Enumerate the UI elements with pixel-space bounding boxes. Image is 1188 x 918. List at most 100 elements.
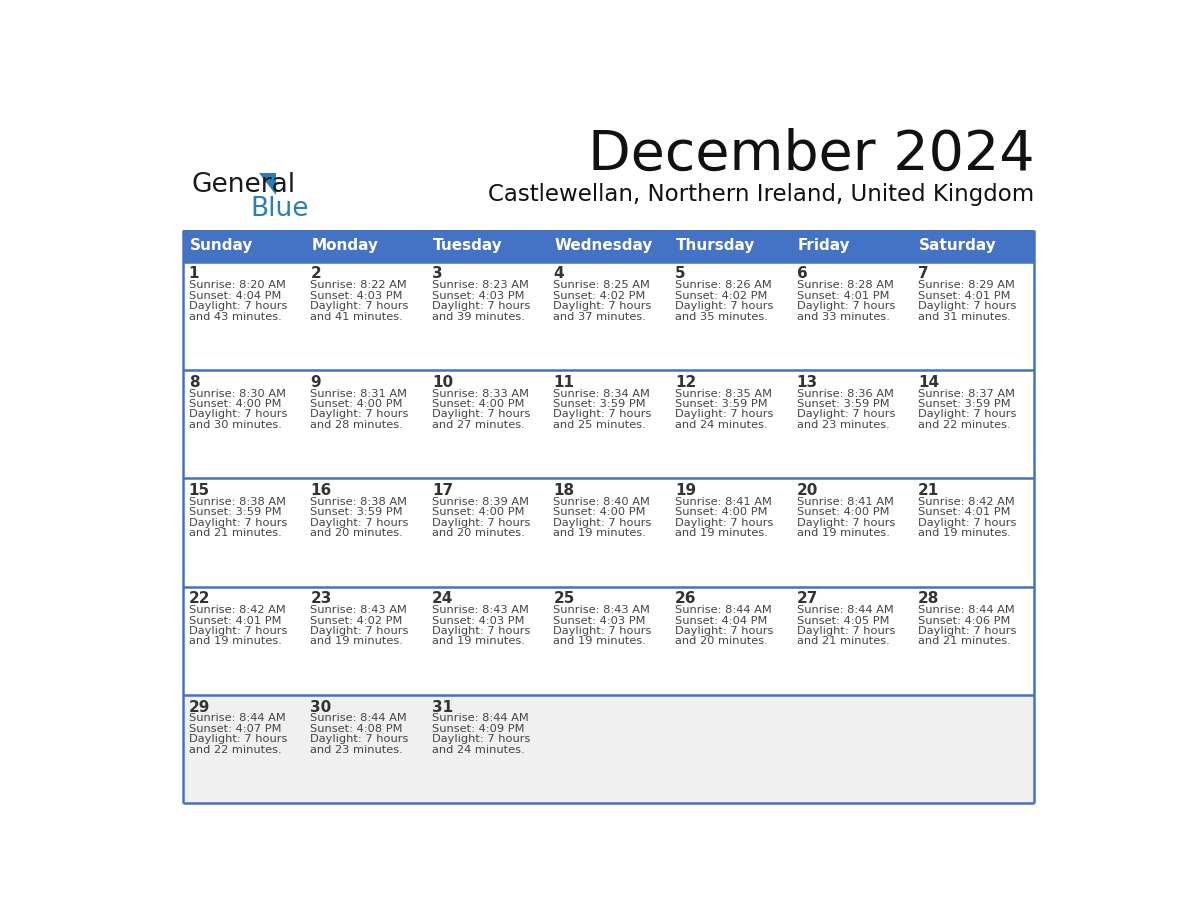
Text: and 21 minutes.: and 21 minutes. [189, 528, 282, 538]
Text: Daylight: 7 hours: Daylight: 7 hours [189, 409, 287, 420]
Text: Sunrise: 8:40 AM: Sunrise: 8:40 AM [554, 497, 650, 507]
Text: 30: 30 [310, 700, 331, 714]
Text: and 21 minutes.: and 21 minutes. [797, 636, 890, 646]
Text: Sunset: 4:07 PM: Sunset: 4:07 PM [189, 723, 282, 733]
Text: Sunset: 4:02 PM: Sunset: 4:02 PM [675, 291, 767, 301]
Text: Sunset: 3:59 PM: Sunset: 3:59 PM [675, 399, 767, 409]
Text: Sunset: 4:03 PM: Sunset: 4:03 PM [554, 615, 646, 625]
Text: 9: 9 [310, 375, 321, 390]
Text: Sunrise: 8:38 AM: Sunrise: 8:38 AM [310, 497, 407, 507]
Text: Sunrise: 8:34 AM: Sunrise: 8:34 AM [554, 388, 650, 398]
Text: and 33 minutes.: and 33 minutes. [797, 311, 890, 321]
Bar [183, 587, 1035, 695]
Text: Sunrise: 8:20 AM: Sunrise: 8:20 AM [189, 280, 285, 290]
Bar [305, 230, 426, 262]
Text: Daylight: 7 hours: Daylight: 7 hours [432, 301, 530, 311]
Text: Daylight: 7 hours: Daylight: 7 hours [310, 734, 409, 744]
Text: Daylight: 7 hours: Daylight: 7 hours [918, 409, 1017, 420]
Text: Sunset: 4:02 PM: Sunset: 4:02 PM [310, 615, 403, 625]
Text: Daylight: 7 hours: Daylight: 7 hours [797, 626, 895, 636]
Text: Sunrise: 8:39 AM: Sunrise: 8:39 AM [432, 497, 529, 507]
Text: and 30 minutes.: and 30 minutes. [189, 420, 282, 430]
Text: 12: 12 [675, 375, 696, 390]
Text: 31: 31 [432, 700, 453, 714]
Text: Daylight: 7 hours: Daylight: 7 hours [675, 626, 773, 636]
Polygon shape [259, 174, 277, 195]
Text: Daylight: 7 hours: Daylight: 7 hours [554, 409, 652, 420]
Text: Sunrise: 8:28 AM: Sunrise: 8:28 AM [797, 280, 893, 290]
Text: Blue: Blue [249, 196, 309, 222]
Text: Friday: Friday [797, 238, 851, 253]
Text: 6: 6 [797, 266, 808, 282]
Text: 13: 13 [797, 375, 817, 390]
Text: Daylight: 7 hours: Daylight: 7 hours [797, 301, 895, 311]
Text: Daylight: 7 hours: Daylight: 7 hours [554, 626, 652, 636]
Text: Sunset: 3:59 PM: Sunset: 3:59 PM [189, 508, 282, 517]
Text: 4: 4 [554, 266, 564, 282]
Text: Monday: Monday [311, 238, 378, 253]
Text: Daylight: 7 hours: Daylight: 7 hours [918, 518, 1017, 528]
Text: 24: 24 [432, 591, 454, 606]
Text: Sunset: 4:02 PM: Sunset: 4:02 PM [554, 291, 646, 301]
Text: Sunrise: 8:44 AM: Sunrise: 8:44 AM [189, 713, 285, 723]
Text: and 21 minutes.: and 21 minutes. [918, 636, 1011, 646]
Text: and 20 minutes.: and 20 minutes. [675, 636, 767, 646]
Text: Sunset: 4:03 PM: Sunset: 4:03 PM [310, 291, 403, 301]
Text: Sunrise: 8:25 AM: Sunrise: 8:25 AM [554, 280, 650, 290]
Text: Sunset: 4:08 PM: Sunset: 4:08 PM [310, 723, 403, 733]
Text: Daylight: 7 hours: Daylight: 7 hours [432, 409, 530, 420]
Text: Sunrise: 8:33 AM: Sunrise: 8:33 AM [432, 388, 529, 398]
Text: and 23 minutes.: and 23 minutes. [797, 420, 890, 430]
Text: 5: 5 [675, 266, 685, 282]
Text: 22: 22 [189, 591, 210, 606]
Text: Sunrise: 8:42 AM: Sunrise: 8:42 AM [918, 497, 1015, 507]
Text: Sunrise: 8:41 AM: Sunrise: 8:41 AM [675, 497, 772, 507]
Text: Sunset: 3:59 PM: Sunset: 3:59 PM [797, 399, 890, 409]
Bar [791, 230, 912, 262]
Text: Sunrise: 8:23 AM: Sunrise: 8:23 AM [432, 280, 529, 290]
Text: Sunrise: 8:36 AM: Sunrise: 8:36 AM [797, 388, 893, 398]
Text: 17: 17 [432, 483, 453, 498]
Bar [670, 230, 791, 262]
Text: Castlewellan, Northern Ireland, United Kingdom: Castlewellan, Northern Ireland, United K… [488, 184, 1035, 207]
Bar [426, 230, 548, 262]
Text: and 19 minutes.: and 19 minutes. [918, 528, 1011, 538]
Text: and 28 minutes.: and 28 minutes. [310, 420, 403, 430]
Text: Sunrise: 8:44 AM: Sunrise: 8:44 AM [310, 713, 407, 723]
Text: 1: 1 [189, 266, 200, 282]
Text: 10: 10 [432, 375, 453, 390]
Text: Daylight: 7 hours: Daylight: 7 hours [675, 518, 773, 528]
Text: Sunrise: 8:43 AM: Sunrise: 8:43 AM [310, 605, 407, 615]
Text: and 22 minutes.: and 22 minutes. [189, 744, 282, 755]
Text: 19: 19 [675, 483, 696, 498]
Text: Sunrise: 8:44 AM: Sunrise: 8:44 AM [797, 605, 893, 615]
Text: Daylight: 7 hours: Daylight: 7 hours [554, 518, 652, 528]
Text: Daylight: 7 hours: Daylight: 7 hours [918, 626, 1017, 636]
Text: December 2024: December 2024 [588, 128, 1035, 182]
Bar [912, 230, 1035, 262]
Text: Sunrise: 8:38 AM: Sunrise: 8:38 AM [189, 497, 286, 507]
Text: 15: 15 [189, 483, 210, 498]
Text: Sunrise: 8:43 AM: Sunrise: 8:43 AM [432, 605, 529, 615]
Text: Sunset: 4:00 PM: Sunset: 4:00 PM [189, 399, 282, 409]
Bar [548, 230, 670, 262]
Text: and 20 minutes.: and 20 minutes. [310, 528, 403, 538]
Text: Sunrise: 8:41 AM: Sunrise: 8:41 AM [797, 497, 893, 507]
Text: Daylight: 7 hours: Daylight: 7 hours [189, 626, 287, 636]
Text: 14: 14 [918, 375, 940, 390]
Text: Sunrise: 8:35 AM: Sunrise: 8:35 AM [675, 388, 772, 398]
Text: Wednesday: Wednesday [555, 238, 652, 253]
Text: Daylight: 7 hours: Daylight: 7 hours [797, 409, 895, 420]
Text: Sunset: 3:59 PM: Sunset: 3:59 PM [554, 399, 646, 409]
Text: Sunrise: 8:30 AM: Sunrise: 8:30 AM [189, 388, 286, 398]
Text: Sunset: 4:01 PM: Sunset: 4:01 PM [797, 291, 889, 301]
Text: Sunrise: 8:29 AM: Sunrise: 8:29 AM [918, 280, 1015, 290]
Bar [183, 695, 1035, 803]
Text: and 24 minutes.: and 24 minutes. [675, 420, 767, 430]
Text: Daylight: 7 hours: Daylight: 7 hours [675, 409, 773, 420]
Text: Sunrise: 8:26 AM: Sunrise: 8:26 AM [675, 280, 772, 290]
Text: Sunset: 4:00 PM: Sunset: 4:00 PM [675, 508, 767, 517]
Text: Sunset: 4:00 PM: Sunset: 4:00 PM [797, 508, 889, 517]
Text: Daylight: 7 hours: Daylight: 7 hours [918, 301, 1017, 311]
Text: 23: 23 [310, 591, 331, 606]
